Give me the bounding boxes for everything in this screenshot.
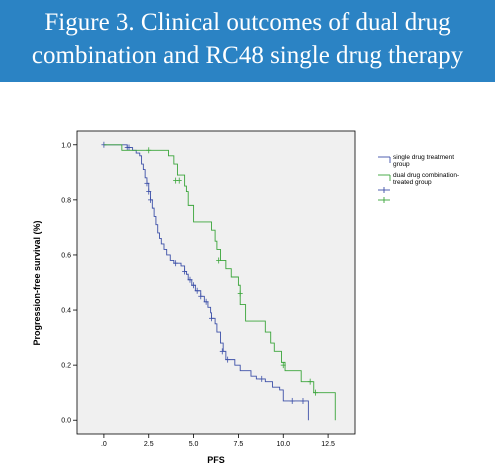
dual-drug-censor-mark [176, 177, 182, 184]
y-tick-label: 0.6 [61, 252, 71, 259]
y-axis: 0.0 0.2 0.4 0.6 0.8 1.0 [61, 142, 77, 425]
single-drug-censor-mark [225, 356, 231, 363]
dual-drug-censor-mark [280, 362, 286, 369]
plot-area [76, 130, 356, 435]
single-drug-censor-mark [194, 287, 200, 294]
single-drug-censor-mark [173, 260, 179, 267]
single-drug-censor-mark [300, 397, 306, 404]
figure-title-banner: Figure 3. Clinical outcomes of dual drug… [0, 0, 495, 82]
single-drug-censor-mark [203, 298, 209, 305]
legend-label: single drug treatment [393, 154, 454, 161]
single-drug-censor-mark [289, 397, 295, 404]
single-drug-censor-mark [259, 375, 265, 382]
legend-label: dual drug combination- [393, 172, 459, 179]
x-tick-label: 10.0 [276, 441, 290, 448]
y-tick-label: 0.0 [61, 418, 71, 425]
y-tick-label: 1.0 [61, 142, 71, 149]
x-tick-label: 2.5 [144, 441, 154, 448]
single-drug-censor-mark [198, 293, 204, 300]
legend-item [378, 197, 390, 203]
single-drug-censor-mark [219, 348, 225, 355]
y-axis-title: Progression-free survival (%) [32, 220, 42, 345]
single-drug-censor-mark [146, 188, 152, 195]
single-drug-censor-mark [209, 315, 215, 322]
single-drug-censor-mark [144, 180, 150, 187]
x-tick-label: .0 [101, 441, 107, 448]
dual-drug-censor-mark [237, 290, 243, 297]
y-tick-label: 0.2 [61, 363, 71, 370]
legend-item [378, 187, 390, 193]
legend-item: dual drug combination-treated group [378, 172, 459, 186]
x-tick-label: 7.5 [234, 441, 244, 448]
x-axis-title: PFS [207, 455, 225, 465]
legend-label: group [393, 161, 410, 168]
single-drug-censor-mark [187, 276, 193, 283]
series-layer [101, 141, 336, 421]
x-tick-label: 5.0 [189, 441, 199, 448]
x-tick-label: 12.5 [321, 441, 335, 448]
single-drug-censor-mark [148, 196, 154, 203]
legend-label: treated group [393, 179, 432, 186]
y-tick-label: 0.4 [61, 308, 71, 315]
dual-drug-censor-mark [313, 389, 319, 396]
figure-title-line-2: combination and RC48 single drug therapy [31, 42, 464, 69]
x-axis: .0 2.5 5.0 7.5 10.0 12.5 [101, 434, 335, 448]
dual-drug-censor-mark [307, 378, 313, 385]
dual-drug-censor-mark [216, 257, 222, 264]
dual-drug-censor-mark [146, 147, 152, 154]
single-drug-censor-mark [191, 282, 197, 289]
dual-drug-survival-curve [103, 144, 336, 421]
figure-title-line-1: Figure 3. Clinical outcomes of dual drug [44, 9, 451, 36]
single-drug-censor-mark [126, 144, 132, 151]
y-tick-label: 0.8 [61, 197, 71, 204]
single-drug-censor-mark [182, 268, 188, 275]
